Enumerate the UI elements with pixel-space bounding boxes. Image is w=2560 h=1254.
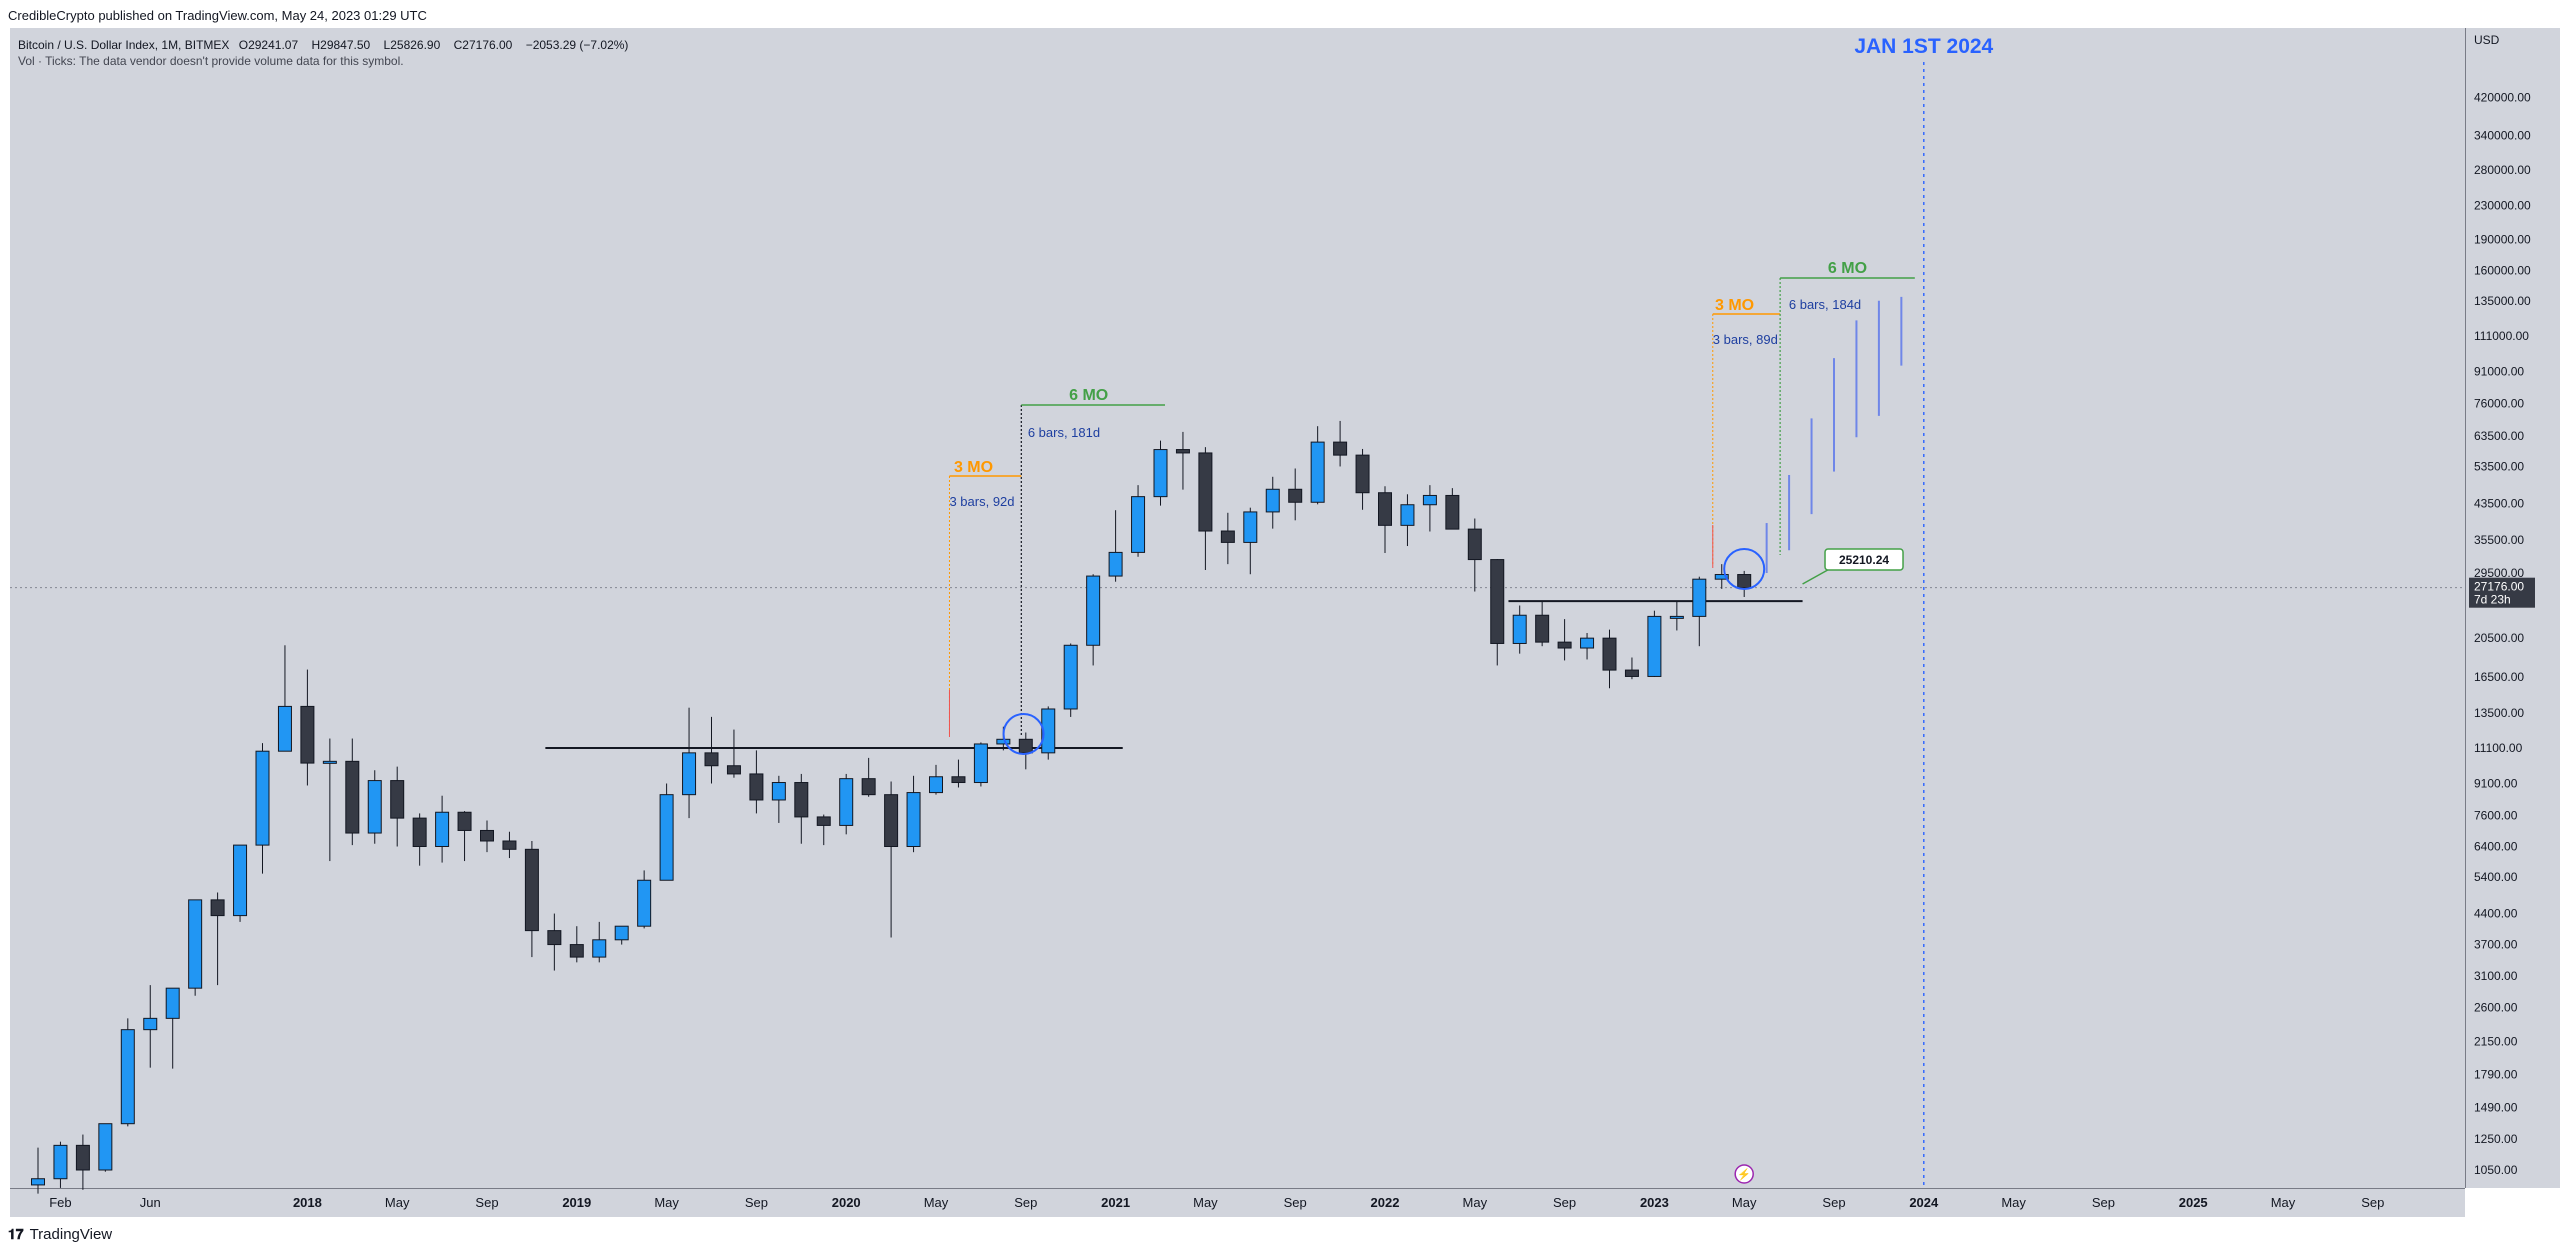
legend-low: L25826.90: [383, 38, 441, 52]
legend-open: O29241.07: [238, 38, 299, 52]
symbol-name[interactable]: Bitcoin / U.S. Dollar Index, 1M, BITMEX: [18, 38, 230, 52]
legend-high: H29847.50: [311, 38, 371, 52]
legend-close: C27176.00: [453, 38, 513, 52]
tradingview-logo-icon: 𝟏𝟕: [8, 1226, 24, 1242]
legend-change: −2053.29 (−7.02%): [525, 38, 629, 52]
ohlc-legend: Bitcoin / U.S. Dollar Index, 1M, BITMEX …: [18, 38, 638, 52]
price-axis[interactable]: [2465, 28, 2560, 1188]
footer-brand: 𝟏𝟕 TradingView: [8, 1226, 112, 1243]
time-axis[interactable]: [10, 1188, 2465, 1217]
chart-pane[interactable]: [10, 28, 2465, 1188]
published-line: CredibleCrypto published on TradingView.…: [8, 8, 427, 23]
brand-name: TradingView: [29, 1226, 113, 1243]
volume-legend: Vol · Ticks: The data vendor doesn't pro…: [18, 54, 404, 68]
